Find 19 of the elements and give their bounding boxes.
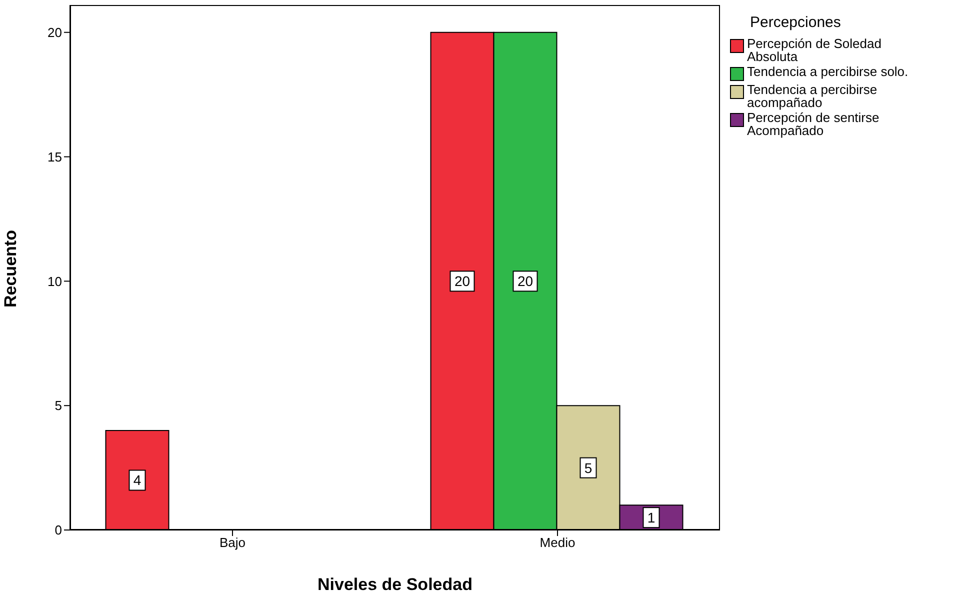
legend-label: Tendencia a percibirse acompañado xyxy=(747,82,878,110)
y-tick-label: 20 xyxy=(48,24,62,40)
data-label: 20 xyxy=(454,273,470,290)
data-label: 1 xyxy=(647,510,656,526)
y-tick-label: 15 xyxy=(48,149,62,164)
y-tick-label: 10 xyxy=(48,274,62,289)
legend-label: Percepción de sentirse Acompañado xyxy=(747,110,880,138)
legend-label: Percepción de Soledad Absoluta xyxy=(747,36,882,64)
y-tick-label: 0 xyxy=(54,522,62,538)
y-tick-label: 5 xyxy=(54,398,62,414)
data-label: 20 xyxy=(517,273,534,290)
x-tick-label: Medio xyxy=(540,535,576,550)
x-tick-label: Bajo xyxy=(219,535,246,550)
data-label: 4 xyxy=(133,472,142,488)
x-axis-title: Niveles de Soledad xyxy=(318,575,472,594)
legend-label: Tendencia a percibirse solo. xyxy=(747,64,910,79)
data-label: 5 xyxy=(584,460,592,476)
legend-title: Percepciones xyxy=(749,14,842,31)
y-axis-title: Recuento xyxy=(1,230,20,308)
